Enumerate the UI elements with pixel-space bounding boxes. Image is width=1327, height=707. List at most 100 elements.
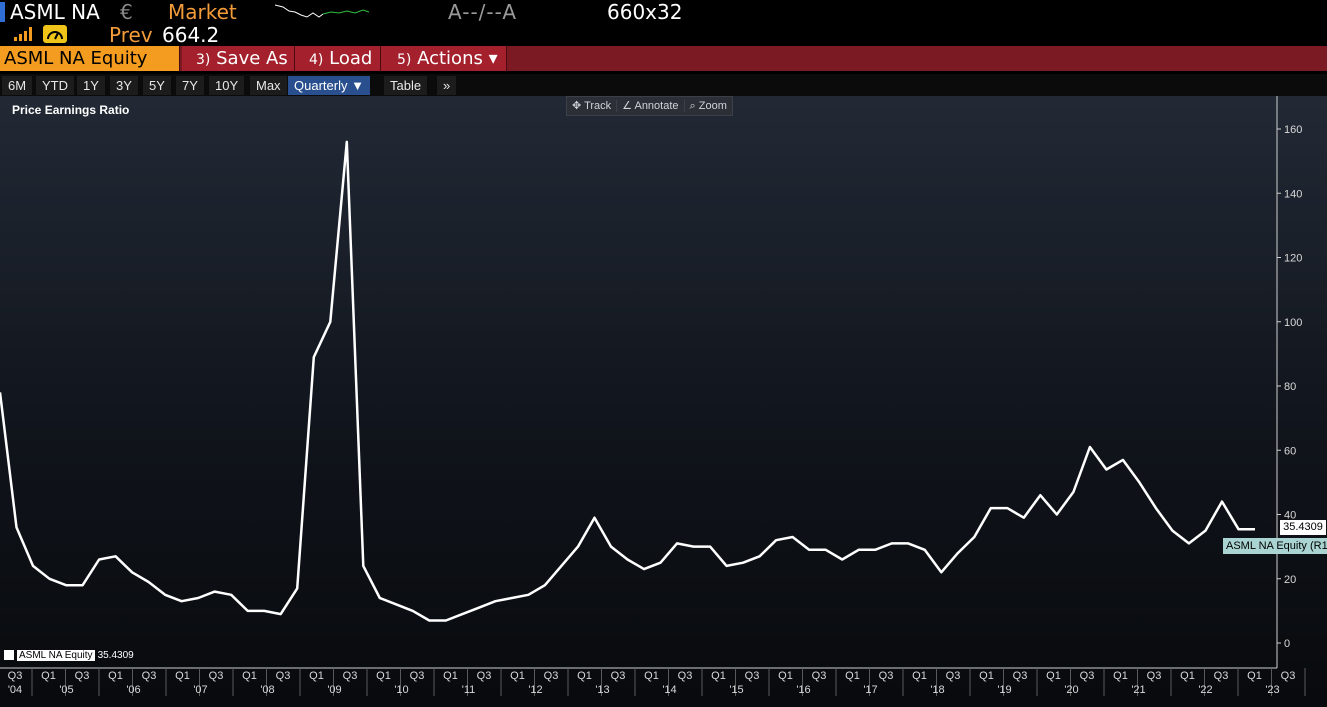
x-tick-quarter: Q1 <box>778 670 793 682</box>
period-max[interactable]: Max <box>250 76 287 95</box>
x-tick-year: '07 <box>193 684 207 696</box>
x-tick-quarter: Q1 <box>711 670 726 682</box>
x-tick-quarter: Q3 <box>745 670 760 682</box>
chart-tools: ✥ Track ∠ Annotate ⌕ Zoom <box>566 96 733 116</box>
period-ytd[interactable]: YTD <box>36 76 74 95</box>
speedometer-icon[interactable] <box>43 25 67 43</box>
y-tick-label: 140 <box>1284 188 1302 200</box>
x-tick-year: '17 <box>863 684 877 696</box>
period-10y[interactable]: 10Y <box>209 76 245 95</box>
x-tick-quarter: Q1 <box>376 670 391 682</box>
security-field[interactable]: ASML NA Equity <box>0 46 180 71</box>
chart-legend[interactable]: ASML NA Equity 35.4309 <box>4 649 134 663</box>
x-tick-quarter: Q3 <box>410 670 425 682</box>
x-tick-year: '22 <box>1198 684 1212 696</box>
y-tick-label: 100 <box>1284 317 1302 329</box>
x-tick-quarter: Q3 <box>1147 670 1162 682</box>
x-tick-quarter: Q1 <box>242 670 257 682</box>
legend-swatch <box>4 650 14 661</box>
prev-value: 664.2 <box>162 23 220 47</box>
chart-title: Price Earnings Ratio <box>12 103 130 117</box>
x-tick-year: '06 <box>126 684 140 696</box>
x-tick-quarter: Q3 <box>343 670 358 682</box>
save-as-button[interactable]: 3) Save As <box>182 46 295 71</box>
x-tick-quarter: Q3 <box>209 670 224 682</box>
x-tick-quarter: Q1 <box>510 670 525 682</box>
x-tick-year: '10 <box>394 684 408 696</box>
x-tick-quarter: Q1 <box>1046 670 1061 682</box>
legend-name: ASML NA Equity <box>17 650 95 661</box>
x-tick-year: '16 <box>796 684 810 696</box>
load-label: Load <box>329 48 373 69</box>
period-6m[interactable]: 6M <box>2 76 33 95</box>
zoom-button[interactable]: ⌕ Zoom <box>689 100 727 112</box>
table-button[interactable]: Table <box>384 76 428 95</box>
period-7y[interactable]: 7Y <box>176 76 204 95</box>
x-tick-year: '20 <box>1064 684 1078 696</box>
period-5y[interactable]: 5Y <box>143 76 171 95</box>
x-tick-quarter: Q1 <box>41 670 56 682</box>
x-tick-year: '04 <box>8 684 22 696</box>
y-tick-label: 20 <box>1284 574 1296 586</box>
x-tick-quarter: Q3 <box>1281 670 1296 682</box>
quote-subheader: Prev 664.2 <box>0 23 1327 47</box>
x-tick-quarter: Q3 <box>1080 670 1095 682</box>
x-tick-quarter: Q3 <box>611 670 626 682</box>
actions-number: 5) <box>397 52 412 68</box>
x-tick-year: '12 <box>528 684 542 696</box>
x-tick-year: '08 <box>260 684 274 696</box>
x-tick-quarter: Q3 <box>142 670 157 682</box>
x-tick-year: '15 <box>729 684 743 696</box>
x-tick-year: '13 <box>595 684 609 696</box>
more-button[interactable]: » <box>437 76 457 95</box>
x-tick-quarter: Q3 <box>544 670 559 682</box>
currency-label: € <box>120 0 133 24</box>
x-tick-quarter: Q3 <box>1214 670 1229 682</box>
x-tick-quarter: Q3 <box>477 670 492 682</box>
annotate-button[interactable]: ∠ Annotate <box>617 100 685 112</box>
legend-value: 35.4309 <box>97 650 134 661</box>
x-tick-quarter: Q1 <box>979 670 994 682</box>
actions-button[interactable]: 5) Actions ▾ <box>381 46 507 71</box>
signal-bars-icon <box>14 27 32 41</box>
x-tick-quarter: Q3 <box>276 670 291 682</box>
period-3y[interactable]: 3Y <box>110 76 138 95</box>
x-tick-quarter: Q1 <box>1180 670 1195 682</box>
x-tick-quarter: Q3 <box>678 670 693 682</box>
pe-series-line <box>0 140 1255 622</box>
chart-area[interactable]: 0 20 40 60 80 100 120 140 160 Q3'04 Q1'05 Q3 Q1'06 Q… <box>0 96 1327 707</box>
x-tick-quarter: Q1 <box>845 670 860 682</box>
x-tick-year: '23 <box>1265 684 1279 696</box>
x-tick-quarter: Q1 <box>1113 670 1128 682</box>
ticker-label[interactable]: ASML NA <box>10 0 100 24</box>
x-tick-quarter: Q1 <box>108 670 123 682</box>
x-tick-quarter: Q1 <box>309 670 324 682</box>
y-tick-label: 120 <box>1284 253 1302 265</box>
x-tick-quarter: Q3 <box>75 670 90 682</box>
y-tick-label: 0 <box>1284 638 1290 650</box>
save-as-number: 3) <box>196 52 211 68</box>
load-button[interactable]: 4) Load <box>295 46 381 71</box>
load-number: 4) <box>309 52 324 68</box>
x-tick-quarter: Q1 <box>175 670 190 682</box>
y-tick-label: 160 <box>1284 124 1302 136</box>
series-tag: ASML NA Equity (R1) <box>1223 538 1327 554</box>
sparkline-icon <box>275 4 370 18</box>
x-tick-quarter: Q3 <box>879 670 894 682</box>
frequency-dropdown[interactable]: Quarterly ▼ <box>288 76 370 95</box>
quote-header: ASML NA € Market A--/--A 660x32 <box>0 0 1327 24</box>
track-button[interactable]: ✥ Track <box>567 100 618 112</box>
prev-label: Prev <box>109 23 153 47</box>
x-tick-quarter: Q3 <box>1013 670 1028 682</box>
x-tick-year: '05 <box>59 684 73 696</box>
last-value-tag: 35.4309 <box>1280 520 1326 535</box>
period-1y[interactable]: 1Y <box>77 76 105 95</box>
command-bar: ASML NA Equity 3) Save As 4) Load 5) Act… <box>0 46 1327 71</box>
x-tick-quarter: Q1 <box>644 670 659 682</box>
x-tick-quarter: Q3 <box>812 670 827 682</box>
x-tick-year: '11 <box>462 684 476 696</box>
y-tick-label: 60 <box>1284 445 1296 457</box>
market-label: Market <box>168 0 237 24</box>
y-tick-label: 80 <box>1284 381 1296 393</box>
